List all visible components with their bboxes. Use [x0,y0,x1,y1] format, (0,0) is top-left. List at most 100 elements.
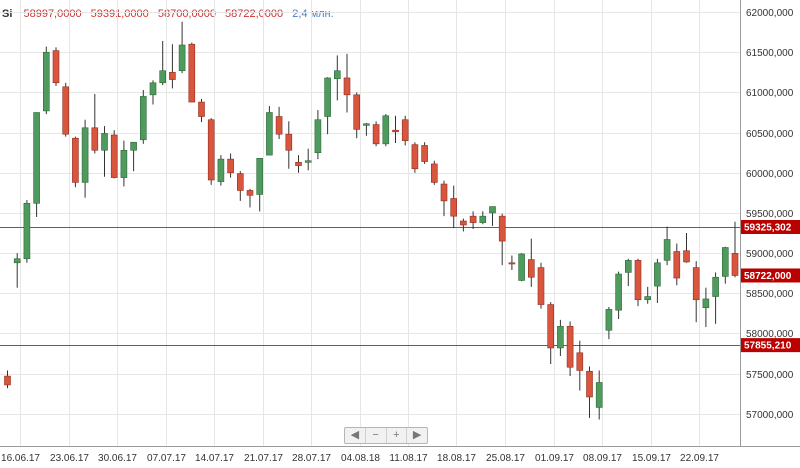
candle-down [440,183,448,202]
zoom-in-icon: + [393,429,400,441]
candle-down [576,352,584,371]
high-value: 59391,0000 [90,8,149,20]
candle-down [498,215,506,242]
scroll-left-button[interactable]: ◀ [345,428,366,443]
y-tick-label: 57000,000 [746,410,794,421]
candle-down [731,253,739,276]
candle-up [489,206,496,214]
candle-up [324,77,331,117]
candle-down [372,124,380,145]
candle-down [634,260,642,301]
symbol-label: Si [2,8,13,20]
price-level-tag-bg [741,219,800,234]
candle-up [81,127,89,183]
last-price-tag: 58722,000 [744,271,792,282]
candle-up [217,158,225,182]
last-price-tag-bg [741,268,800,283]
candle-up [479,215,487,223]
candle-up [363,123,370,126]
candle-down [52,50,60,84]
candle-up [721,247,729,277]
candle-down [547,304,555,349]
x-tick-label: 18.08.17 [437,453,476,464]
candle-up [654,262,661,287]
x-tick-label: 11.08.17 [389,453,428,464]
x-tick-label: 28.07.17 [292,453,331,464]
scroll-right-button[interactable]: ▶ [407,428,427,443]
close-value: 58722,0000 [225,8,284,20]
candle-down [673,251,681,279]
candle-down [392,129,399,133]
candle-down [537,267,545,305]
y-tick-label: 59000,000 [746,249,794,260]
candle-down [62,86,70,135]
x-tick-label: 15.09.17 [632,453,671,464]
candle-down [110,134,118,178]
arrow-left-icon: ◀ [350,429,360,441]
candle-up [702,298,710,309]
candle-down [450,198,458,217]
candle-down [508,262,516,265]
candle-down [411,144,419,170]
candle-down [237,173,244,191]
candle-up [615,273,622,311]
x-tick-label: 25.08.17 [486,453,525,464]
price-level-tag-bg [741,338,800,353]
candle-up [712,276,719,297]
candle-up [663,239,671,261]
zoom-in-button[interactable]: + [387,428,408,443]
candle-down [469,215,477,223]
candle-up [333,70,341,80]
y-tick-label: 57500,000 [746,370,794,381]
arrow-right-icon: ▶ [412,429,422,441]
candle-up [557,325,564,349]
candle-up [33,112,40,204]
x-tick-label: 23.06.17 [50,453,89,464]
y-tick-label: 58000,000 [746,329,794,340]
candle-down [527,259,535,278]
candle-down [683,250,690,263]
candle-up [518,253,525,281]
candle-up [42,51,50,112]
candle-down [72,137,79,183]
open-value: 58997,0000 [23,8,82,20]
candle-down [692,267,700,301]
candle-down [353,94,361,130]
candle-up [382,115,390,145]
quote-header: Si 58997,0000 59391,0000 58700,0000 5872… [2,8,340,20]
candle-up [624,260,632,273]
candle-down [566,325,574,368]
price-level-tag: 57855,210 [744,341,792,352]
y-tick-label: 58500,000 [746,289,794,300]
candle-down [198,101,205,117]
zoom-out-button[interactable]: − [366,428,387,443]
candle-down [4,375,11,386]
candle-up [595,382,603,408]
candle-down [246,190,254,196]
candle-up [266,112,273,156]
candle-down [169,72,176,80]
x-tick-label: 21.07.17 [244,453,283,464]
candle-down [421,145,428,162]
candle-up [130,141,137,151]
candle-up [120,149,128,178]
candle-up [644,296,652,301]
candle-down [430,163,438,183]
candle-down [188,43,196,103]
x-tick-label: 14.07.17 [195,453,234,464]
candle-up [256,158,264,195]
candle-up [605,309,613,331]
candle-up [23,203,31,260]
candle-up [140,96,147,141]
y-tick-label: 62000,000 [746,8,794,19]
x-tick-label: 08.09.17 [583,453,622,464]
candle-down [343,77,351,96]
candle-up [13,258,21,264]
x-tick-label: 01.09.17 [535,453,574,464]
x-tick-label: 16.06.17 [1,453,40,464]
y-tick-label: 60500,000 [746,129,794,140]
candle-down [460,220,467,226]
candle-down [275,116,283,135]
candle-down [91,127,99,151]
